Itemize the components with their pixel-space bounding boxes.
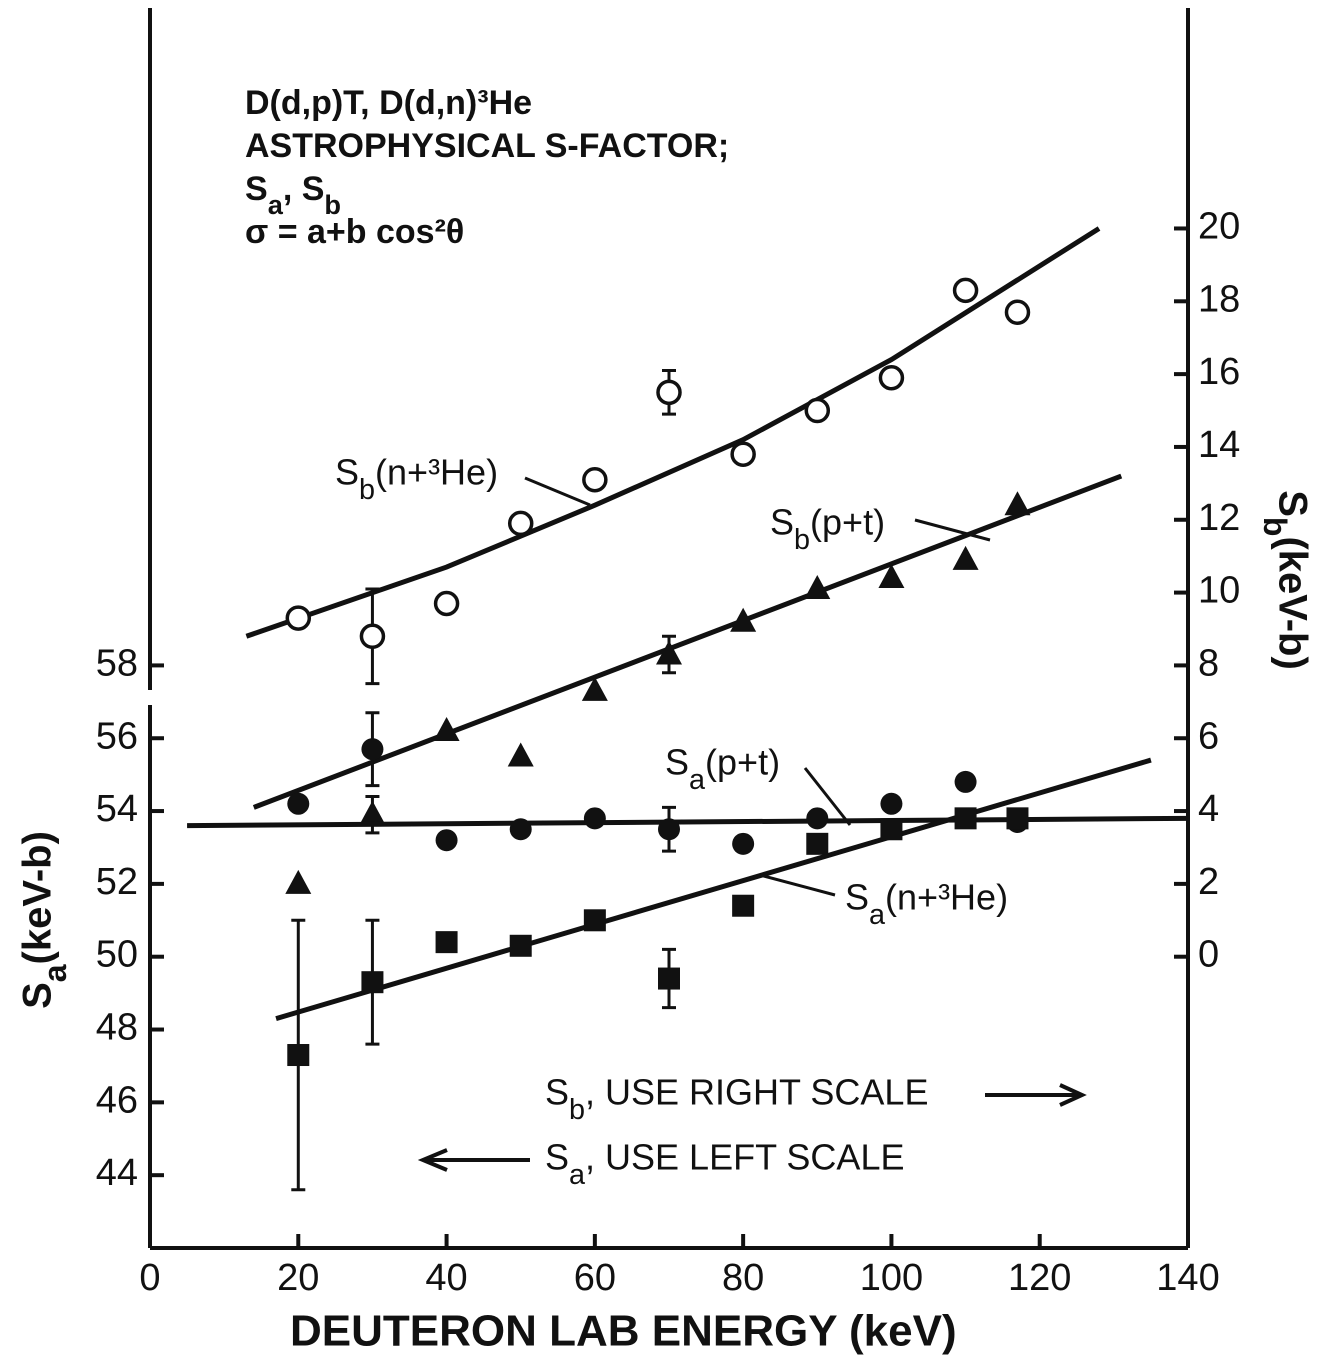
series-label: Sa(p+t) <box>665 742 780 796</box>
y2-tick-label: 2 <box>1198 861 1219 903</box>
marker <box>287 792 310 815</box>
marker <box>509 934 532 957</box>
marker <box>433 590 460 617</box>
marker <box>804 397 831 424</box>
marker <box>656 640 682 665</box>
y2-tick-label: 6 <box>1198 715 1219 757</box>
marker <box>732 894 755 917</box>
y2-tick-label: 4 <box>1198 788 1219 830</box>
marker <box>656 379 682 406</box>
y2-tick-label: 18 <box>1198 278 1240 320</box>
arrow-left <box>417 1148 530 1172</box>
marker <box>361 738 384 761</box>
x-tick-label: 100 <box>860 1257 923 1299</box>
marker <box>287 1044 310 1067</box>
marker <box>583 909 606 932</box>
marker <box>658 967 680 990</box>
marker <box>285 605 312 631</box>
fit-line <box>245 226 1101 639</box>
marker <box>582 466 608 493</box>
y2-tick-label: 20 <box>1198 206 1240 248</box>
y-axis-label: Sa(keV-b) <box>16 831 74 1009</box>
x-tick-label: 140 <box>1156 1257 1219 1299</box>
y2-tick-label: 16 <box>1198 351 1240 393</box>
arrow-right <box>985 1083 1087 1107</box>
y2-tick-label: 10 <box>1198 570 1240 612</box>
y2-tick-label: 14 <box>1198 424 1240 466</box>
series-label: Sb(n+³He) <box>335 452 498 506</box>
y-tick-label: 48 <box>96 1007 138 1049</box>
y-tick-label: 56 <box>96 715 138 757</box>
leader-line <box>759 873 836 897</box>
marker <box>507 510 534 537</box>
marker <box>732 832 755 855</box>
marker <box>658 818 680 841</box>
marker <box>1004 491 1031 516</box>
y2-tick-label: 8 <box>1198 642 1219 684</box>
marker <box>433 716 460 741</box>
x-tick-label: 120 <box>1008 1257 1071 1299</box>
y-tick-label: 46 <box>96 1079 138 1121</box>
y-tick-label: 44 <box>96 1152 138 1194</box>
marker <box>878 365 905 391</box>
marker <box>359 800 386 825</box>
marker <box>435 931 458 954</box>
note: Sb, USE RIGHT SCALE <box>545 1072 928 1126</box>
leader-line <box>524 476 591 507</box>
y-tick-label: 52 <box>96 861 138 903</box>
marker <box>878 564 905 589</box>
leader-line <box>914 518 991 542</box>
marker <box>581 676 608 701</box>
x-tick-label: 20 <box>277 1257 319 1299</box>
fit-line <box>187 815 1189 829</box>
marker <box>954 770 977 793</box>
note: Sa, USE LEFT SCALE <box>545 1137 904 1191</box>
x-tick-label: 0 <box>139 1257 160 1299</box>
y2-axis-label: Sb(keV-b) <box>1257 490 1315 670</box>
x-tick-label: 80 <box>722 1257 764 1299</box>
annotation: ASTROPHYSICAL S-FACTOR; <box>245 127 729 165</box>
annotation: D(d,p)T, D(d,n)³He <box>245 84 532 122</box>
y2-tick-label: 12 <box>1198 497 1240 539</box>
marker <box>435 829 458 852</box>
fit-line <box>275 757 1152 1022</box>
marker <box>583 807 606 830</box>
marker <box>880 818 903 841</box>
y-tick-label: 58 <box>96 642 138 684</box>
marker <box>359 623 386 650</box>
y2-tick-label: 0 <box>1198 934 1219 976</box>
marker <box>1004 299 1031 325</box>
marker <box>880 792 903 815</box>
y-tick-label: 50 <box>96 934 138 976</box>
marker <box>952 545 979 570</box>
series-label: Sb(p+t) <box>770 502 885 556</box>
x-tick-label: 60 <box>574 1257 616 1299</box>
series-label: Sa(n+³He) <box>845 877 1008 931</box>
x-axis-label: DEUTERON LAB ENERGY (keV) <box>290 1307 957 1356</box>
marker <box>806 807 829 830</box>
marker <box>285 869 312 894</box>
annotation: σ = a+b cos²θ <box>245 213 464 251</box>
marker <box>1006 807 1029 830</box>
marker <box>806 832 829 855</box>
y-tick-label: 54 <box>96 788 138 830</box>
marker <box>730 607 757 632</box>
marker <box>507 742 534 767</box>
marker <box>730 441 756 467</box>
marker <box>361 971 384 994</box>
marker <box>952 277 979 304</box>
marker <box>954 807 977 830</box>
marker <box>804 574 831 599</box>
leader-line <box>803 767 852 826</box>
x-tick-label: 40 <box>425 1257 467 1299</box>
marker <box>509 818 532 841</box>
fit-line <box>252 473 1123 810</box>
